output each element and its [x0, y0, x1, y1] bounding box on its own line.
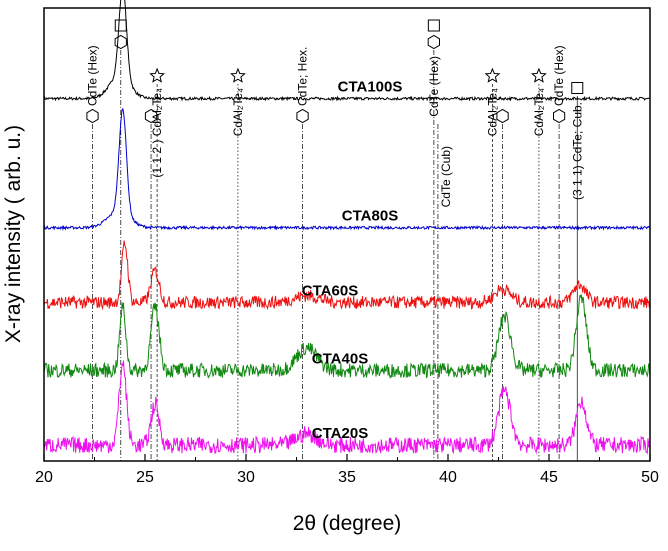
- hexagon-symbol: [427, 34, 440, 50]
- series-label: CTA40S: [312, 350, 368, 367]
- x-tick-label: 30: [237, 469, 255, 486]
- reference-annotations: CdTe (Hex) (1 1 2 ) CdAl₂Te₄ CdAl₂Te₄ CdTe;…: [85, 19, 584, 207]
- y-axis-title: X-ray intensity ( arb. u.): [2, 125, 25, 343]
- x-axis-ticks: 20 25 30 35 40 45 50: [35, 454, 659, 486]
- reference-label: CdTe; Hex.: [296, 47, 310, 106]
- reference-label: CdTe (Hex): [552, 45, 566, 106]
- reference-label: CdTe (Cub): [439, 146, 453, 207]
- hexagon-symbol: [114, 34, 127, 50]
- hexagon-symbol: [553, 108, 566, 124]
- series-label: CTA60S: [302, 282, 358, 299]
- x-tick-label: 40: [439, 469, 457, 486]
- reference-label: (1 1 2 ) CdAl₂Te₄: [150, 88, 164, 178]
- star-symbol: [530, 67, 547, 83]
- reference-label: CdTe (Hex): [427, 56, 441, 117]
- star-symbol: [230, 67, 246, 83]
- x-tick-label: 35: [338, 469, 356, 486]
- hexagon-symbol: [296, 108, 309, 124]
- x-tick-label: 45: [540, 469, 558, 486]
- series-line-cta80s: [43, 107, 651, 231]
- reference-label: CdAl₂Te₄: [231, 88, 245, 136]
- x-axis-title: 2θ (degree): [293, 512, 402, 535]
- reference-lines: [92, 50, 578, 461]
- x-tick-label: 20: [35, 469, 53, 486]
- series-line-cta40s: [43, 294, 651, 380]
- reference-label: CdAl₂Te₄: [485, 88, 499, 136]
- reference-label: (3 1 1) CdTe; Cub.: [570, 102, 584, 200]
- square-symbol: [571, 82, 584, 94]
- star-symbol: [149, 67, 166, 83]
- x-tick-label: 25: [136, 469, 154, 486]
- x-tick-label: 50: [641, 469, 659, 486]
- series-label: CTA80S: [342, 208, 398, 225]
- square-symbol: [427, 19, 440, 32]
- series-line-cta100s: [43, 0, 651, 102]
- reference-label: CdAl₂Te₄: [532, 88, 546, 136]
- series-labels: CTA100S CTA80S CTA60S CTA40S CTA20S: [302, 79, 403, 443]
- reference-label: CdTe (Hex): [85, 45, 99, 106]
- series-line-cta60s: [43, 240, 651, 311]
- series-label: CTA100S: [338, 79, 403, 96]
- hexagon-symbol: [496, 108, 509, 124]
- star-symbol: [484, 67, 501, 83]
- series-group: [43, 0, 651, 455]
- series-line-cta20s: [43, 360, 651, 455]
- hexagon-symbol: [86, 108, 99, 124]
- hexagon-symbol: [144, 108, 158, 124]
- series-label: CTA20S: [312, 425, 368, 442]
- square-symbol: [114, 19, 127, 32]
